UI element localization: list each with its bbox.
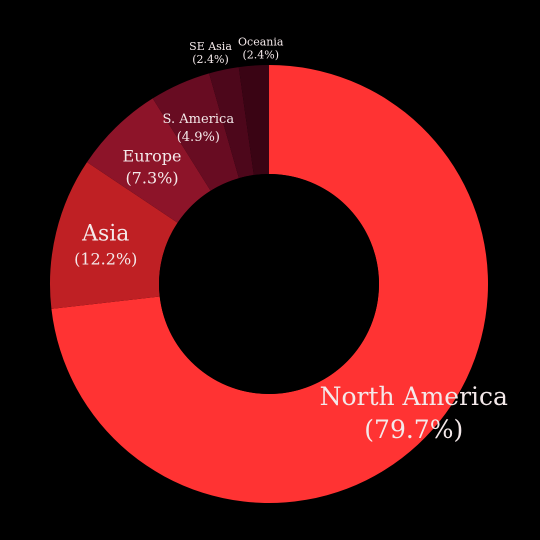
slices-group (50, 65, 488, 504)
slice-label-se-asia: SE Asia (189, 40, 232, 53)
slice-label-europe: Europe (123, 146, 182, 165)
slice-asia (50, 162, 178, 309)
slice-percent-asia: (12.2%) (74, 249, 137, 268)
slice-s-america (152, 73, 239, 191)
slice-label-oceania: Oceania (238, 36, 284, 49)
slice-percent-north-america: (79.7%) (364, 415, 463, 444)
slice-label-s-america: S. America (163, 112, 235, 127)
slice-north-america (51, 65, 488, 504)
slice-label-asia: Asia (81, 221, 129, 246)
slice-percent-se-asia: (2.4%) (192, 53, 229, 66)
slice-oceania (238, 65, 269, 176)
slice-percent-europe: (7.3%) (125, 168, 178, 187)
slice-europe (87, 98, 211, 223)
slice-percent-s-america: (4.9%) (177, 130, 220, 145)
slice-se-asia (209, 67, 254, 179)
slice-percent-oceania: (2.4%) (242, 49, 279, 62)
slice-label-north-america: North America (320, 382, 508, 411)
labels-group: North America (79.7%) Asia (12.2%) Europe (7.… (74, 36, 508, 445)
donut-hole (159, 174, 379, 394)
